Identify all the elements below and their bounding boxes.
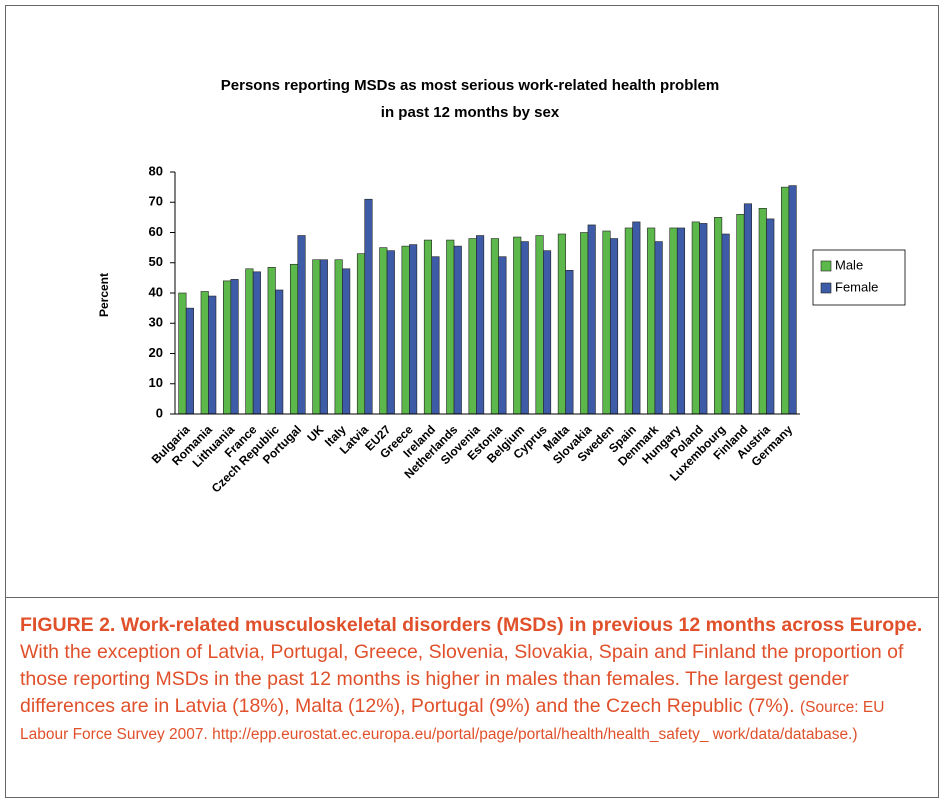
bar — [788, 185, 797, 415]
bar — [543, 250, 552, 415]
bar — [557, 233, 566, 415]
bar — [580, 232, 589, 415]
bar — [513, 236, 522, 415]
bar — [178, 292, 187, 415]
bar — [423, 239, 432, 415]
bar — [766, 218, 775, 415]
y-tick-label: 70 — [149, 194, 163, 209]
bar — [676, 227, 686, 415]
bar — [200, 291, 209, 415]
bar — [431, 256, 440, 415]
legend-label: Female — [835, 279, 878, 294]
bar — [334, 259, 343, 415]
bar — [252, 271, 261, 415]
bar — [289, 263, 299, 415]
bar — [356, 253, 366, 415]
bar — [781, 186, 790, 415]
bar — [624, 227, 633, 415]
y-tick-label: 30 — [149, 315, 163, 330]
figure-caption: FIGURE 2. Work-related musculoskeletal d… — [20, 612, 925, 747]
bar — [743, 203, 752, 415]
caption-label: FIGURE 2. Work-related musculoskeletal d… — [20, 614, 923, 636]
legend-box — [812, 249, 906, 306]
bar — [587, 224, 596, 415]
y-tick-label: 20 — [149, 345, 163, 360]
bar — [476, 235, 485, 415]
caption-text: With the exception of Latvia, Portugal, … — [20, 641, 904, 717]
bar — [736, 214, 745, 415]
bar — [275, 289, 284, 415]
bar — [758, 208, 767, 415]
bar — [401, 245, 410, 415]
bar — [490, 238, 499, 415]
bar — [520, 241, 529, 415]
y-tick-label: 80 — [149, 163, 163, 178]
y-axis-label: Percent — [97, 273, 111, 317]
legend-swatch — [820, 260, 832, 272]
y-tick-label: 40 — [149, 284, 163, 299]
y-tick-label: 0 — [156, 405, 163, 420]
bar — [386, 250, 395, 415]
bar — [297, 235, 306, 415]
bar — [691, 221, 700, 415]
bar — [721, 233, 730, 415]
bar — [699, 223, 708, 415]
bar — [468, 238, 477, 415]
bar — [632, 221, 641, 415]
bar — [230, 279, 239, 415]
bar — [267, 266, 276, 415]
bar — [535, 235, 544, 415]
bar — [498, 256, 507, 415]
bar — [319, 259, 328, 415]
y-tick-label: 60 — [149, 224, 163, 239]
bar — [379, 247, 388, 415]
figure-frame — [5, 5, 939, 798]
caption-source: (Source: EU Labour Force Survey 2007. ht… — [20, 699, 885, 743]
y-tick-label: 50 — [149, 254, 163, 269]
bar — [714, 217, 723, 415]
chart-title: Persons reporting MSDs as most serious w… — [220, 77, 720, 121]
bar — [602, 230, 611, 415]
bar — [245, 268, 254, 415]
legend-label: Male — [835, 257, 863, 272]
bar — [654, 241, 663, 415]
y-tick-label: 10 — [149, 375, 163, 390]
bar — [223, 280, 232, 415]
bar — [453, 245, 462, 415]
bar — [446, 239, 455, 415]
chart: Percent 01020304050607080BulgariaRomania… — [97, 163, 906, 496]
legend-swatch — [820, 282, 832, 294]
bar — [342, 268, 351, 415]
bar — [364, 198, 373, 415]
bar — [312, 259, 321, 415]
bar — [647, 227, 656, 415]
bar — [609, 238, 619, 415]
divider — [5, 597, 939, 598]
bar — [409, 244, 418, 415]
bar — [565, 270, 574, 415]
bar — [208, 295, 217, 415]
bar — [669, 227, 678, 415]
bar — [185, 307, 194, 415]
